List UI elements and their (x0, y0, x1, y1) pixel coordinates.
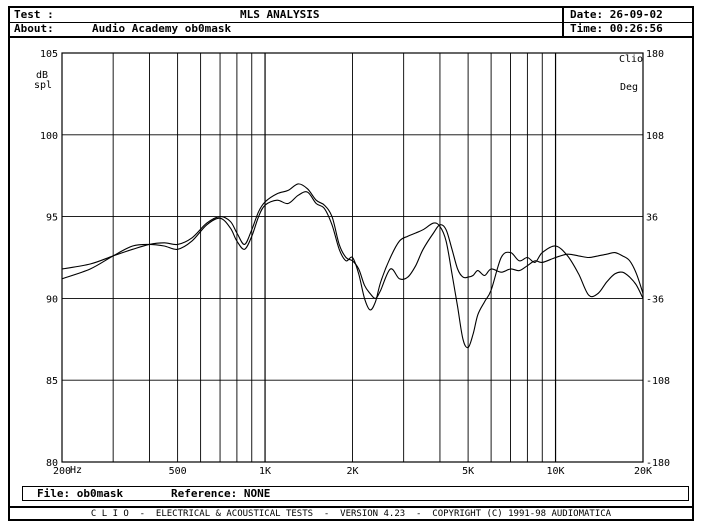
header-divider (562, 8, 564, 38)
frequency-response-chart: 80 85 90 95 100 105 -180 -108 -36 36 108 180 200 500 1… (34, 49, 670, 477)
y2-tick-label: -108 (646, 376, 670, 387)
chart-series (61, 183, 644, 349)
y2-unit-label: Deg (620, 82, 638, 93)
y-tick-label: 100 (40, 131, 58, 142)
header-row-test: Test : MLS ANALYSIS Date: 26-09-02 (10, 8, 692, 23)
clio-window: Test : MLS ANALYSIS Date: 26-09-02 About… (8, 6, 694, 521)
y-tick-label: 80 (46, 458, 58, 469)
file-info-bar: File: ob0mask Reference: NONE (22, 486, 689, 501)
x-tick-label: 20K (634, 466, 652, 477)
x-tick-label: 1K (259, 466, 271, 477)
chart-tick-labels: 80 85 90 95 100 105 -180 -108 -36 36 108 180 200 500 1… (40, 49, 670, 477)
y2-tick-label: 180 (646, 49, 664, 60)
y-unit-spl-label: spl (34, 80, 52, 91)
test-label: Test : (14, 8, 54, 21)
y-tick-label: 90 (46, 294, 58, 305)
x-tick-label: 2K (346, 466, 358, 477)
chart-grid (61, 52, 644, 463)
footer-bar: C L I O - ELECTRICAL & ACOUSTICAL TESTS … (10, 506, 692, 520)
x-tick-label: 500 (169, 466, 187, 477)
y2-tick-label: 36 (646, 213, 658, 224)
about-value: Audio Academy ob0mask (92, 22, 232, 35)
reference-label: Reference: NONE (171, 487, 271, 500)
page-title: MLS ANALYSIS (240, 8, 320, 21)
y2-tick-label: 108 (646, 131, 664, 142)
y-unit-db-label: dB (36, 70, 48, 81)
x-unit-label: Hz (70, 465, 82, 476)
date-label: Date: 26-09-02 (570, 8, 663, 21)
y-tick-label: 85 (46, 376, 58, 387)
footer-text: C L I O - ELECTRICAL & ACOUSTICAL TESTS … (90, 509, 612, 519)
y2-tick-label: -36 (646, 294, 664, 305)
about-label: About: (14, 22, 54, 35)
x-tick-label: 200 (53, 466, 71, 477)
series-line-2 (61, 183, 644, 299)
y2-tick-label: -180 (646, 458, 670, 469)
y-tick-label: 105 (40, 49, 58, 60)
series-line-1 (61, 191, 644, 349)
x-tick-label: 10K (547, 466, 565, 477)
time-label: Time: 00:26:56 (570, 22, 663, 35)
clio-corner-label: Clio (619, 54, 643, 65)
y-tick-label: 95 (46, 213, 58, 224)
file-label: File: ob0mask (37, 487, 124, 500)
x-tick-label: 5K (462, 466, 474, 477)
header-row-about: About: Audio Academy ob0mask Time: 00:26… (10, 22, 692, 38)
